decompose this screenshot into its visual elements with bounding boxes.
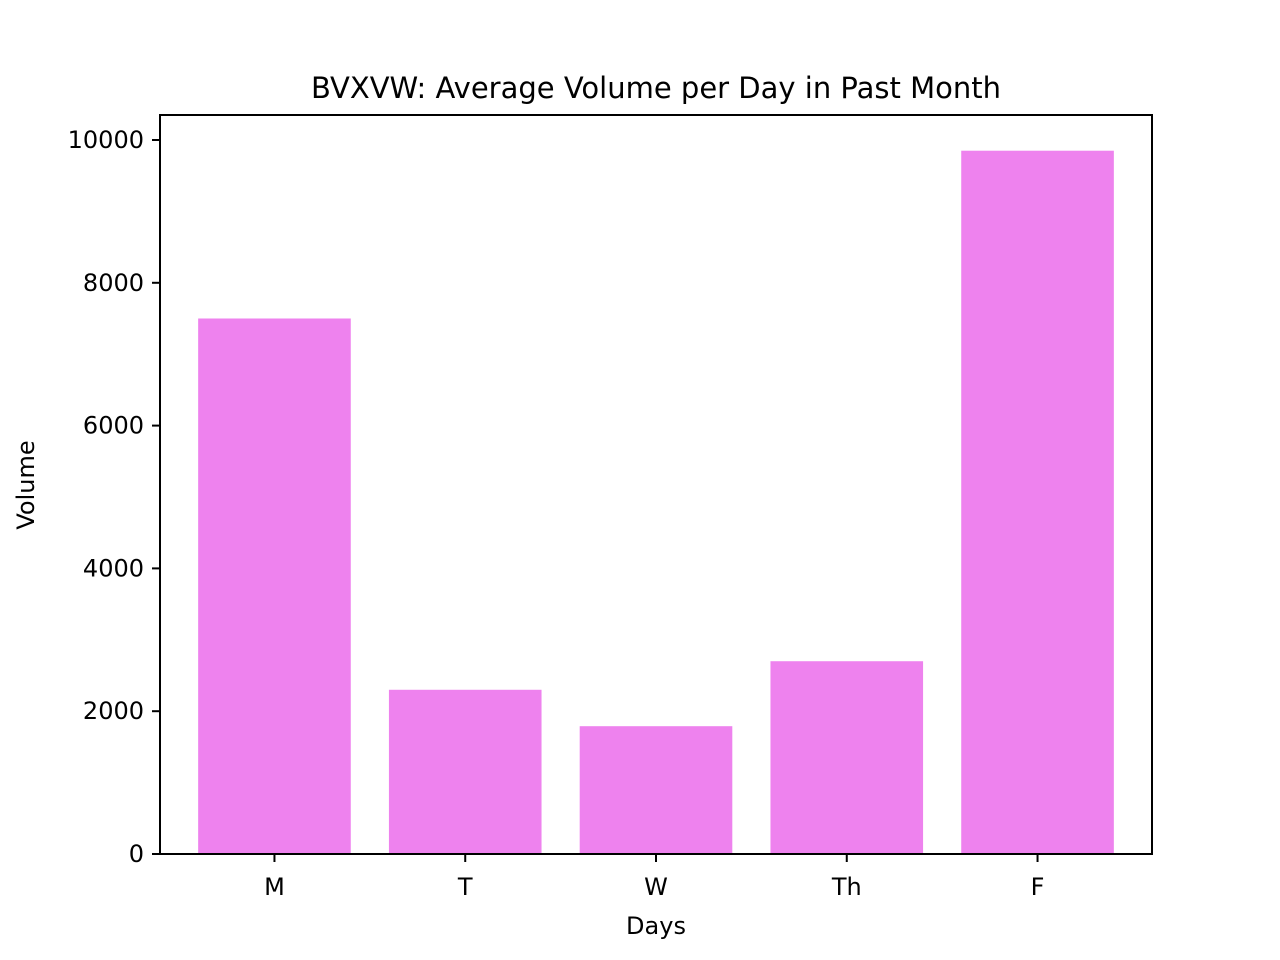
plot-frame bbox=[159, 114, 1153, 855]
x-tick-label: T bbox=[457, 873, 473, 901]
y-tick-label: 6000 bbox=[83, 412, 144, 440]
y-tick-label: 8000 bbox=[83, 269, 144, 297]
bar-f bbox=[961, 150, 1114, 854]
y-tick-label: 2000 bbox=[83, 697, 144, 725]
bars-group bbox=[198, 150, 1114, 854]
bar-th bbox=[770, 661, 924, 854]
x-axis-label: Days bbox=[626, 912, 686, 940]
x-axis: M T W Th F bbox=[264, 854, 1044, 901]
x-tick-label: W bbox=[644, 873, 668, 901]
y-axis-label: Volume bbox=[12, 440, 40, 529]
x-tick-label: F bbox=[1031, 873, 1045, 901]
y-tick-label: 0 bbox=[129, 840, 144, 868]
y-tick-label: 4000 bbox=[83, 554, 144, 582]
chart-title: BVXVW: Average Volume per Day in Past Mo… bbox=[311, 71, 1001, 105]
bar-t bbox=[388, 689, 542, 854]
x-tick-label: M bbox=[264, 873, 285, 901]
bar-m bbox=[198, 318, 351, 854]
x-tick-label: Th bbox=[831, 873, 862, 901]
bar-w bbox=[579, 726, 733, 854]
y-axis: 0 2000 4000 6000 8000 10000 bbox=[68, 126, 160, 868]
y-tick-label: 10000 bbox=[68, 126, 144, 154]
